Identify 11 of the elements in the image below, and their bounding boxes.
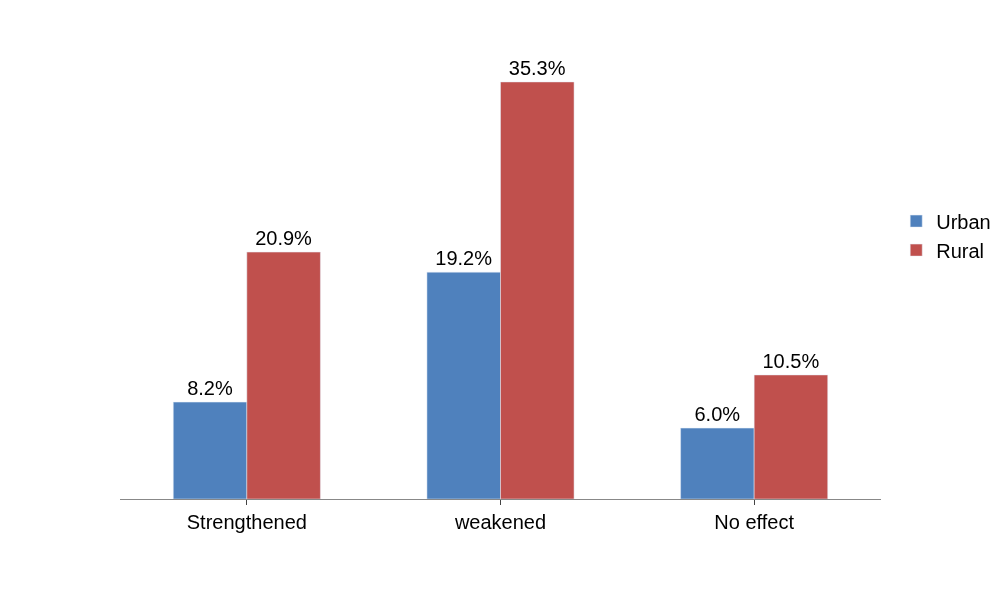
- data-label: 20.9%: [255, 227, 313, 250]
- x-tick-label: No effect: [714, 511, 795, 533]
- x-tick-label: weakened: [453, 511, 547, 533]
- data-label: 10.5%: [762, 349, 820, 372]
- legend-label: Rural: [936, 239, 985, 262]
- data-label: 35.3%: [508, 56, 566, 79]
- legend-label: Urban: [936, 210, 991, 233]
- data-label: 6.0%: [694, 403, 741, 426]
- x-tick-label: Strengthened: [186, 511, 307, 533]
- data-label: 19.2%: [435, 247, 493, 270]
- data-label: 8.2%: [187, 377, 233, 400]
